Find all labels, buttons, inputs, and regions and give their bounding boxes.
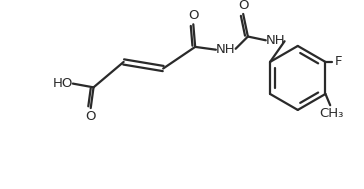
Text: NH: NH [265, 34, 285, 47]
Text: O: O [86, 110, 96, 123]
Text: CH₃: CH₃ [319, 107, 343, 120]
Text: NH: NH [215, 43, 235, 56]
Text: F: F [335, 55, 343, 68]
Text: HO: HO [52, 77, 73, 90]
Text: O: O [238, 0, 248, 12]
Text: O: O [188, 9, 198, 22]
